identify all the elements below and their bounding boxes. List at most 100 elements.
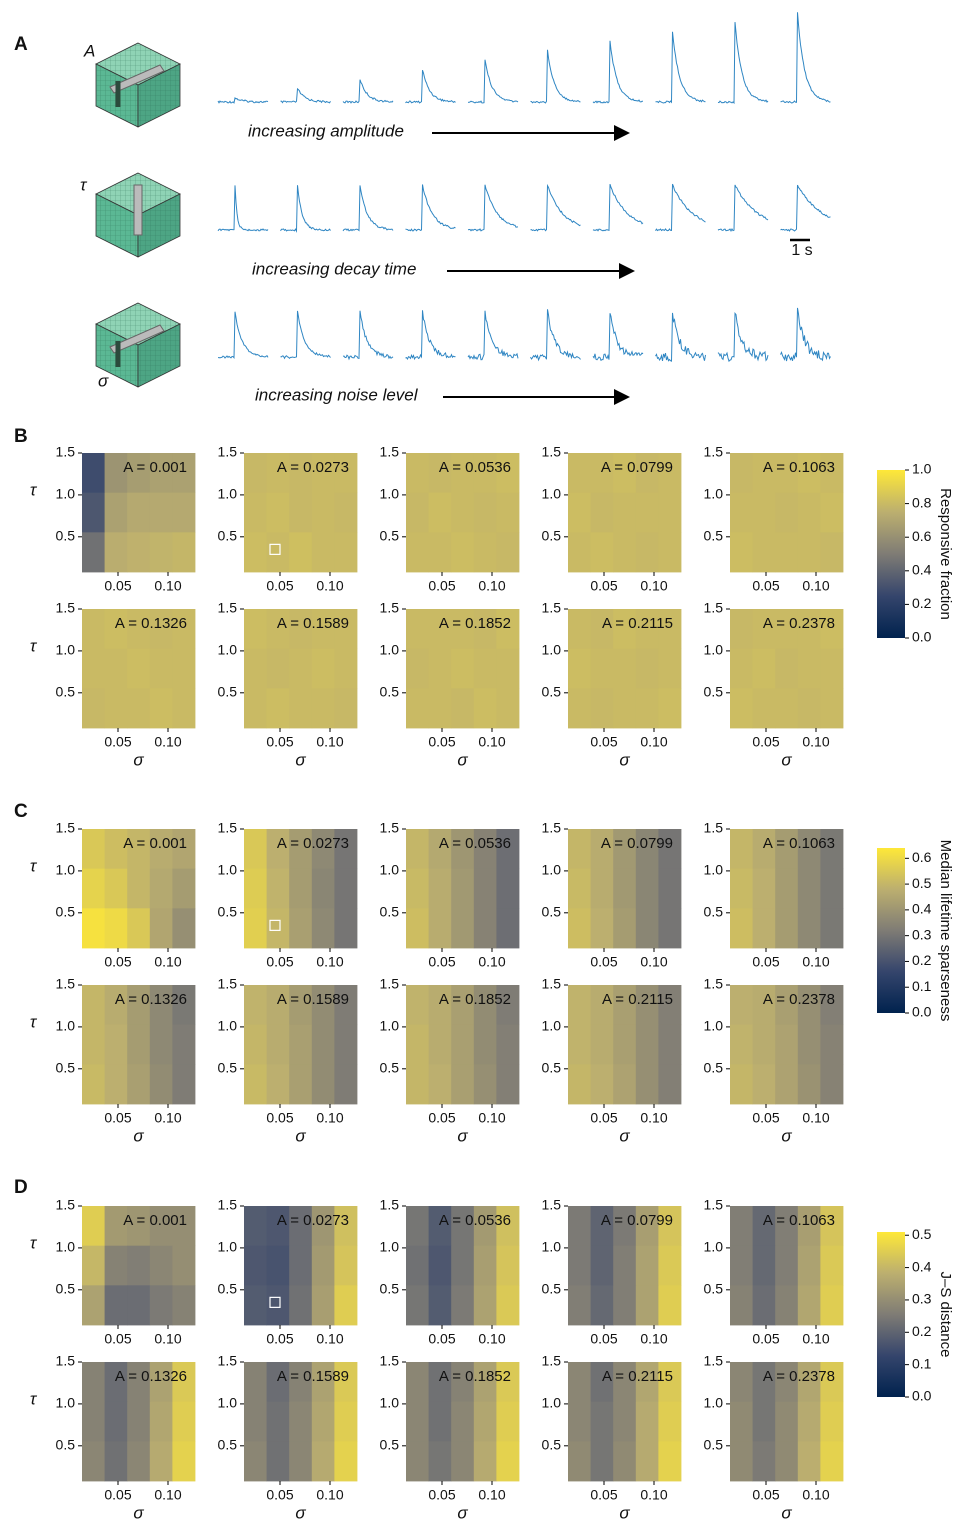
heatmap-cell [658,908,682,949]
trace [405,69,456,104]
colorbar-tick-label: 0.5 [912,1226,932,1242]
trace [217,185,269,232]
heatmap-cell [289,868,313,909]
y-tick-label: 0.5 [704,904,724,920]
heatmap-cell [590,1206,614,1247]
heatmap-cell [775,1441,799,1482]
cube-rod [133,184,143,236]
heatmap-cell [797,829,821,870]
heatmap-cell [244,829,267,870]
heatmap-cell [149,688,173,729]
heatmap-cell [127,1401,151,1442]
heatmap-cell [289,829,313,870]
heatmap-cell [406,868,429,909]
heatmap-cell [428,908,452,949]
param-label: τ [80,175,88,194]
heatmap-cell [266,1285,290,1326]
y-tick-label: 1.5 [218,820,238,836]
heatmap-cell [820,1206,844,1247]
heatmap-cell [752,492,776,533]
heatmap-cell [82,908,105,949]
heatmap-cell [568,1362,591,1403]
heatmap-cell [473,648,497,689]
heatmap-cell [406,648,429,689]
heatmap-cell [613,1064,637,1105]
y-tick-label: 1.0 [380,862,400,878]
heatmap-cell [820,1245,844,1286]
heatmap-cell [406,1245,429,1286]
heatmap-cell [244,1024,267,1065]
heatmap-cell [428,1024,452,1065]
heatmap-cell [289,1064,313,1105]
trace [717,312,769,363]
heatmap-cell [428,1206,452,1247]
subplot-title: A = 0.1063 [763,1212,835,1229]
heatmap-cell [104,1024,128,1065]
y-tick-label: 0.5 [218,1060,238,1076]
colorbar-tick-label: 0.0 [912,629,932,645]
heatmap-cell [797,688,821,729]
heatmap-cell [775,985,799,1026]
x-tick-label: 0.05 [590,578,617,594]
heatmap-cell [266,829,290,870]
x-axis-label: σ [619,750,630,769]
heatmap-cell [658,532,682,573]
x-tick-label: 0.05 [752,954,779,970]
x-tick-label: 0.10 [640,1331,667,1347]
heatmap-cell [334,492,358,533]
y-tick-label: 1.5 [542,976,562,992]
x-tick-label: 0.10 [154,578,181,594]
subplot-title: A = 0.2115 [602,1368,673,1385]
y-tick-label: 1.0 [218,862,238,878]
heatmap-cell [82,609,105,650]
heatmap-cell [752,453,776,494]
heatmap-cell [496,492,520,533]
heatmap-cell [127,1362,151,1403]
heatmap-cell [797,1362,821,1403]
heatmap-cell [289,1441,313,1482]
colorbar-tick-label: 0.0 [912,1388,932,1404]
heatmap-cell [613,688,637,729]
heatmap-cell [568,1285,591,1326]
heatmap-cell [496,1285,520,1326]
trace [717,184,769,232]
heatmap-cell [568,492,591,533]
cube-rod [109,64,165,94]
y-tick-label: 1.0 [380,1018,400,1034]
x-axis-label: σ [619,1503,630,1522]
heatmap-cell [752,1064,776,1105]
heatmap-cell [104,1441,128,1482]
y-tick-label: 0.5 [704,1060,724,1076]
heatmap-cell [104,829,128,870]
heatmap-cell [334,609,358,650]
heatmap-cell [104,609,128,650]
colorbar-label: Median lifetime sparseness [937,840,954,1022]
heatmap-cell [149,868,173,909]
y-tick-label: 1.5 [380,976,400,992]
y-tick-label: 1.5 [542,444,562,460]
x-tick-label: 0.10 [802,734,829,750]
x-tick-label: 0.05 [266,1331,293,1347]
heatmap-cell [289,688,313,729]
heatmap-cell [104,1245,128,1286]
heatmap-cell [473,908,497,949]
heatmap-cell [568,453,591,494]
colorbar-label: J–S distance [937,1272,954,1358]
heatmap-cell [289,1362,313,1403]
heatmap-cell [334,648,358,689]
heatmap-cell [172,453,196,494]
heatmap-cell [797,1064,821,1105]
x-tick-label: 0.10 [802,1487,829,1503]
heatmap-cell [473,1245,497,1286]
cube-grid [138,324,180,387]
colorbar-tick-label: 0.3 [912,926,932,942]
heatmap-cell [730,609,753,650]
colorbar-tick-label: 0.6 [912,849,932,865]
heatmap-cell [730,1024,753,1065]
y-tick-label: 1.0 [542,1018,562,1034]
heatmap-cell [473,609,497,650]
heatmap-cell [473,868,497,909]
heatmap-cell [266,532,290,573]
heatmap-cell [149,453,173,494]
colorbar [877,848,905,1013]
